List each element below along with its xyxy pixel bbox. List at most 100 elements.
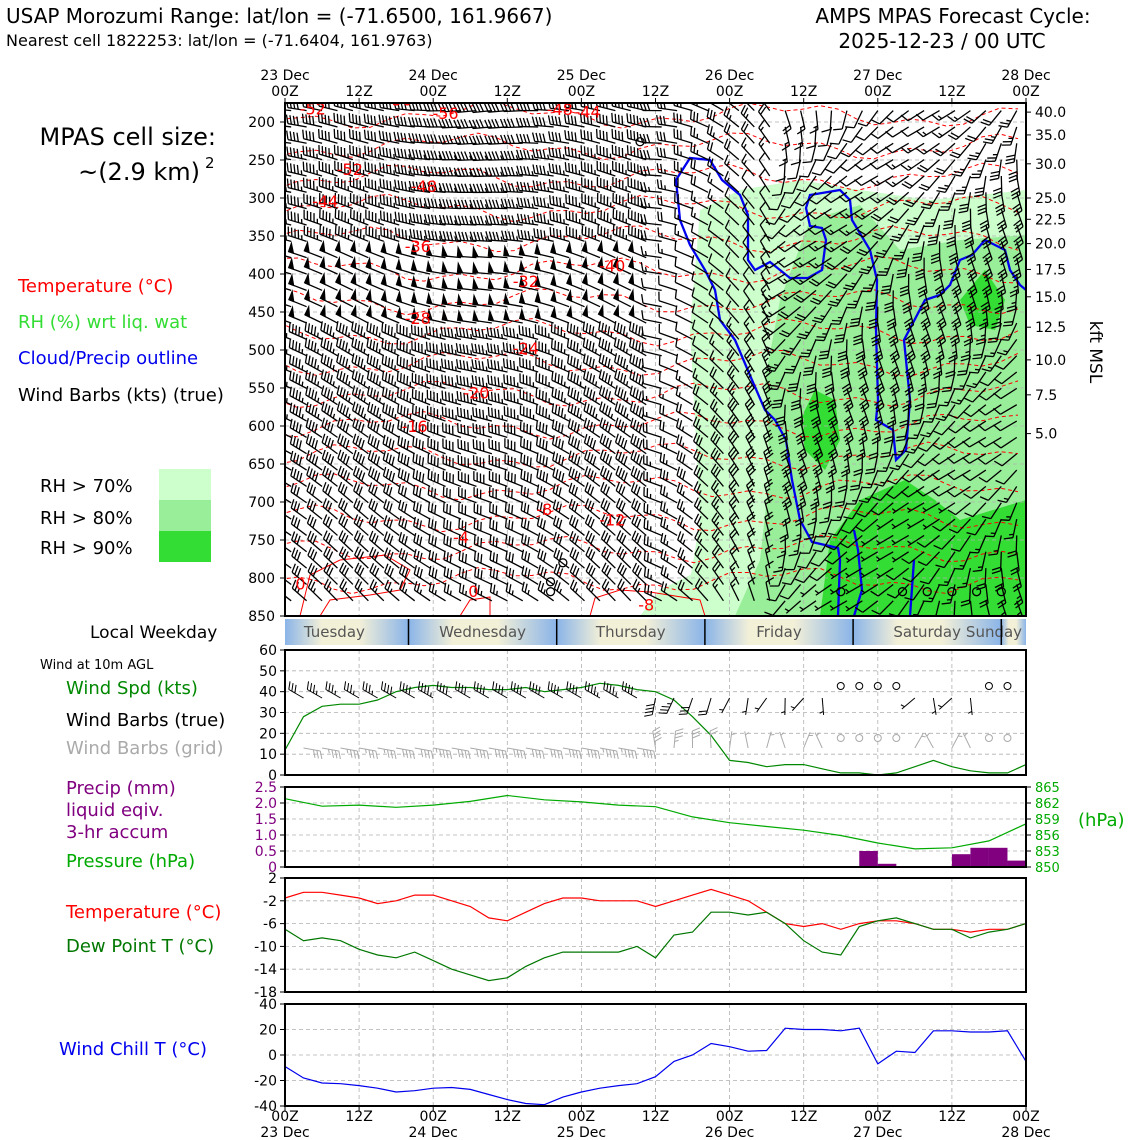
wind-barb (900, 142, 925, 154)
wind-barb (334, 224, 354, 242)
wind-barb (631, 530, 647, 553)
pressure-tick-label: 250 (248, 153, 275, 169)
wind-barb (285, 333, 292, 340)
wind-barb (849, 306, 863, 328)
weekday-label: Saturday (893, 623, 961, 641)
wind-barb (709, 382, 724, 406)
wind-barb (584, 498, 601, 520)
wind-barb (641, 310, 662, 324)
bottom-date-label: 28 Dec (1001, 1125, 1050, 1140)
subtitle-left: Nearest cell 1822253: lat/lon = (-71.640… (6, 31, 433, 50)
wind-barb (974, 175, 987, 198)
wind-barb (352, 449, 369, 471)
wind-barb (500, 166, 523, 177)
wind-barb (547, 115, 570, 128)
wind-barb (367, 434, 385, 455)
wind-barb (600, 530, 616, 553)
wind-barb (473, 551, 493, 569)
wind-barb (441, 308, 462, 324)
wind-barb (963, 110, 987, 124)
wind-barb (398, 532, 416, 553)
wind-barb (659, 388, 678, 406)
wind-barb (706, 140, 724, 161)
wind-barb (707, 156, 724, 177)
kft-msl-label: kft MSL (1085, 321, 1105, 384)
wind-barb (363, 129, 384, 144)
wind-barb (585, 546, 601, 569)
wind-barb (411, 340, 431, 357)
wind-barb (997, 224, 1009, 250)
wind-barb (627, 209, 647, 226)
wind-barb (351, 369, 369, 389)
wind-barb (935, 322, 947, 348)
wind-barb (946, 224, 956, 248)
wind-barb (861, 469, 879, 489)
wind-barb (794, 306, 817, 322)
wind-barb (854, 175, 879, 187)
wind-barb (306, 498, 323, 520)
title-right-2: 2025-12-23 / 00 UTC (838, 29, 1045, 53)
wind-barb (285, 271, 292, 275)
wind-barb (758, 168, 771, 193)
wind-barb (380, 273, 400, 291)
wind-barb (725, 268, 740, 291)
wind-barb (285, 579, 292, 585)
wind-barb (291, 547, 308, 569)
height-tick-label: 20.0 (1035, 237, 1066, 253)
wind-barb (854, 191, 879, 203)
wind-barb (994, 290, 1004, 314)
wind-barb (369, 562, 385, 585)
wind-barb (453, 119, 477, 130)
wind-barb (787, 371, 802, 393)
isotherm-label: -8 (536, 500, 552, 519)
wind-barb (982, 241, 993, 266)
wind-barb (286, 162, 307, 177)
wind-barb (551, 387, 570, 406)
wind-barb (485, 231, 508, 242)
wind-barb (484, 199, 508, 210)
wind-barb (305, 418, 323, 438)
wind-barb (486, 342, 508, 357)
wind-barb (488, 438, 508, 455)
wind-barb (951, 273, 962, 299)
wind-barb (690, 190, 709, 210)
wind-barb (693, 432, 709, 455)
wind-barb (581, 240, 601, 259)
wind-barb (986, 143, 1002, 163)
wind-barb (757, 103, 771, 128)
wind-barb (931, 110, 956, 121)
wind-barb (917, 371, 928, 396)
wind-barb (441, 244, 462, 259)
wind-barb (410, 324, 431, 340)
wind-barb (425, 325, 446, 340)
wind-barb (502, 326, 523, 340)
wind-barb (1010, 175, 1021, 200)
wind-barb (473, 487, 493, 504)
wind-barb (946, 485, 971, 498)
wind-barb (597, 255, 616, 275)
wind-barb (764, 527, 774, 552)
cross-section-axes: 2002503003504004505005506006507007508008… (248, 105, 1066, 625)
wind-barb (901, 175, 925, 189)
panel-tick-label: 2.0 (255, 796, 277, 812)
wind-barb (710, 415, 724, 438)
wind-barb (456, 309, 477, 324)
wind-barb (916, 469, 940, 482)
wind-barb (843, 273, 863, 291)
wind-barb (535, 372, 554, 389)
wind-barb (302, 129, 323, 144)
wind-barb (365, 288, 385, 308)
wind-barb (305, 450, 323, 471)
wind-barb (639, 117, 662, 128)
wind-barb (320, 321, 338, 340)
wind-barb (997, 241, 1009, 266)
wind-barb (812, 453, 823, 478)
legend-rh90-swatch (159, 531, 211, 562)
wind-barb (458, 519, 477, 537)
wind-barb (931, 453, 956, 465)
wind-barb (724, 170, 740, 193)
wind-barb (535, 340, 554, 357)
wind-barb (426, 307, 446, 324)
wind-barb (659, 452, 678, 471)
wind-barb (995, 469, 1018, 485)
